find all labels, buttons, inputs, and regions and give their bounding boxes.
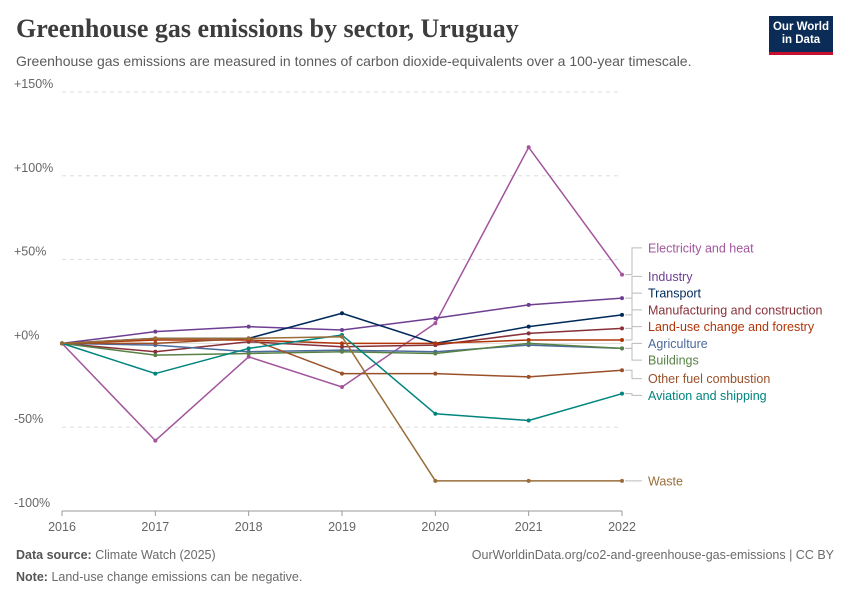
data-source: Data source: Climate Watch (2025) [16,548,216,562]
chart-note: Note: Land-use change emissions can be n… [16,570,302,584]
data-point-waste [433,478,438,483]
data-point-industry [153,329,158,334]
data-point-transport [526,324,531,329]
data-point-industry [340,327,344,332]
data-point-electricity-and-heat [526,145,531,150]
data-point-aviation-and-shipping [246,346,251,351]
legend-label-industry: Industry [648,270,693,284]
chart-title: Greenhouse gas emissions by sector, Urug… [16,14,519,43]
data-point-transport [620,312,624,317]
data-point-waste [60,341,64,346]
data-point-waste [526,478,531,483]
y-tick-label: -50% [14,412,43,426]
data-point-industry [526,302,531,307]
x-tick-label: 2019 [328,520,356,534]
series-line-electricity-and-heat [61,146,623,442]
data-point-electricity-and-heat [340,384,344,389]
data-point-manufacturing-and-construction [620,326,624,331]
data-point-industry [433,316,438,321]
data-point-aviation-and-shipping [433,411,438,416]
legend-connector [625,326,642,341]
x-tick-label: 2021 [515,520,543,534]
data-point-waste [153,336,158,341]
data-point-other-fuel-combustion [526,374,531,379]
data-point-buildings [153,353,158,358]
data-point-electricity-and-heat [246,354,251,359]
legend-label-electricity-and-heat: Electricity and heat [648,241,754,255]
data-point-buildings [526,341,531,346]
data-point-buildings [246,351,251,356]
data-point-land-use-change-and-forestry [620,338,624,343]
legend-connector [625,247,642,276]
data-point-waste [340,334,344,339]
legend-label-buildings: Buildings [648,354,699,368]
data-point-other-fuel-combustion [433,371,438,376]
x-tick-label: 2020 [421,520,449,534]
data-point-land-use-change-and-forestry [526,338,531,343]
data-point-land-use-change-and-forestry [340,341,344,346]
legend-label-transport: Transport [648,287,702,301]
data-point-other-fuel-combustion [340,371,344,376]
data-point-electricity-and-heat [433,321,438,326]
y-tick-label: +0% [14,328,39,342]
data-point-transport [340,311,344,316]
data-point-waste [620,478,624,483]
y-tick-label: +50% [14,245,46,259]
chart-subtitle: Greenhouse gas emissions are measured in… [16,53,692,69]
data-point-buildings [433,351,438,356]
data-point-aviation-and-shipping [153,371,158,376]
legend-connector [625,347,642,361]
data-point-other-fuel-combustion [620,368,624,373]
data-point-buildings [620,346,624,351]
legend-label-manufacturing-and-construction: Manufacturing and construction [648,303,822,317]
legend-label-other-fuel-combustion: Other fuel combustion [648,372,770,386]
y-tick-label: +100% [14,161,53,175]
legend-label-waste: Waste [648,474,683,488]
data-point-waste [246,336,251,341]
legend-label-agriculture: Agriculture [648,337,708,351]
logo-line-2: in Data [781,34,821,46]
logo-line-1: Our World [772,21,829,33]
data-point-other-fuel-combustion [153,341,158,346]
data-point-industry [246,324,251,329]
note-label: Note: [16,570,48,584]
owid-logo[interactable]: Our World in Data [769,16,833,55]
series-line-waste [61,335,622,482]
data-point-manufacturing-and-construction [526,331,531,336]
data-point-aviation-and-shipping [526,418,531,423]
source-value[interactable]: Climate Watch (2025) [95,548,216,562]
data-point-buildings [340,349,344,354]
y-tick-label: -100% [14,496,50,510]
x-tick-label: 2018 [235,520,263,534]
legend-connector [625,275,642,299]
data-point-industry [620,296,624,301]
data-point-electricity-and-heat [620,272,624,277]
legend-connector [625,369,642,380]
source-label: Data source: [16,548,92,562]
x-tick-label: 2022 [608,520,636,534]
data-point-electricity-and-heat [153,438,158,443]
legend-connector [625,393,642,396]
y-tick-label: +150% [14,77,53,91]
legend-connector [625,309,642,329]
data-point-land-use-change-and-forestry [433,341,438,346]
data-point-manufacturing-and-construction [340,344,344,349]
source-url[interactable]: OurWorldinData.org/co2-and-greenhouse-ga… [471,548,834,562]
data-point-aviation-and-shipping [620,391,624,396]
legend-connector [625,292,642,316]
legend-label-aviation-and-shipping: Aviation and shipping [648,389,767,403]
legend-connector [625,342,642,349]
x-tick-label: 2016 [48,520,76,534]
x-tick-label: 2017 [141,520,169,534]
legend-label-land-use-change-and-forestry: Land-use change and forestry [648,320,815,334]
note-value: Land-use change emissions can be negativ… [51,570,303,584]
data-point-manufacturing-and-construction [153,349,158,354]
